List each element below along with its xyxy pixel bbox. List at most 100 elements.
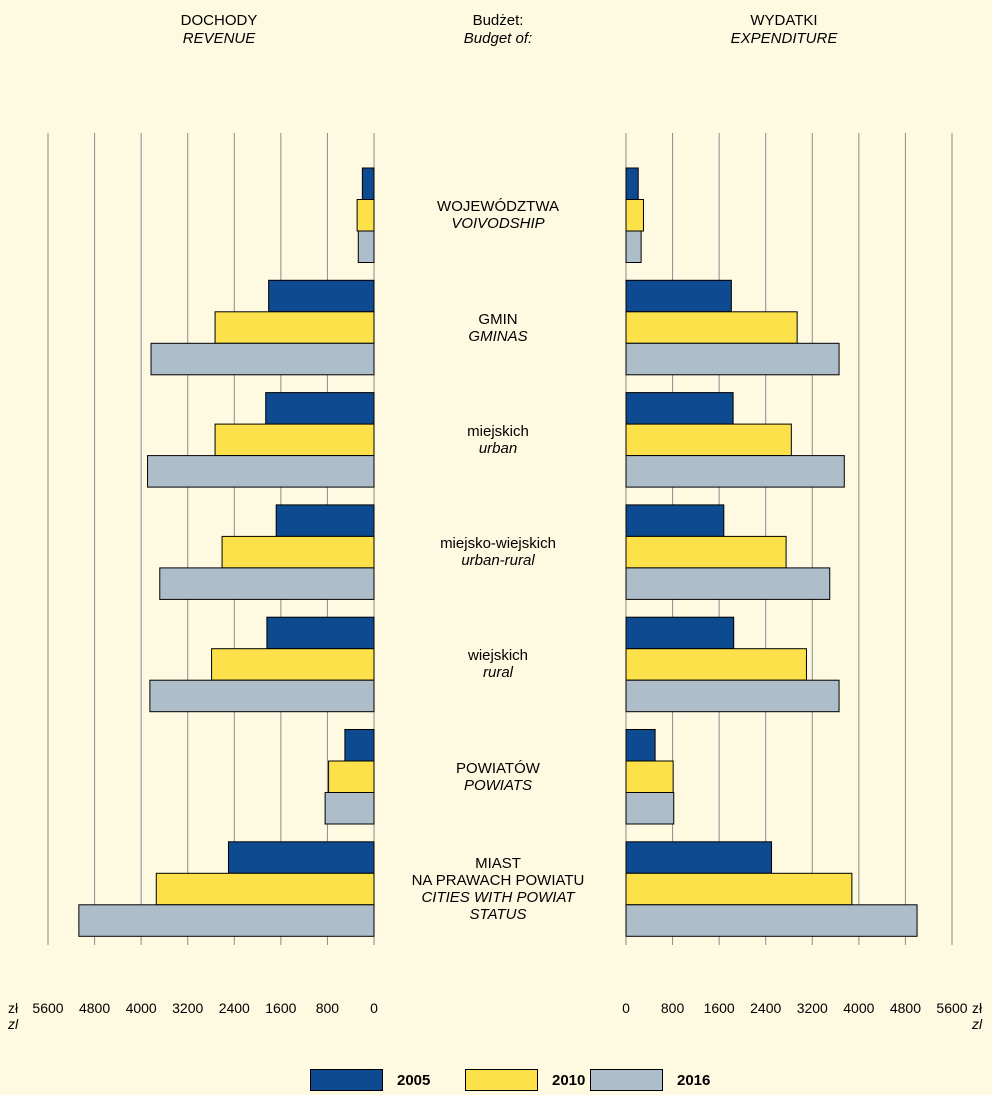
revenue-bar-5-2016 <box>324 792 375 825</box>
revenue-bar-3-2005 <box>275 504 375 537</box>
category-label-pl-2: miejskich <box>467 422 529 440</box>
expenditure-bar-4-2010 <box>625 648 807 681</box>
expenditure-bar-6-2016 <box>625 904 918 937</box>
legend-swatch-2005 <box>310 1069 383 1091</box>
x-tick-label-right-3200: 3200 <box>797 1000 828 1016</box>
revenue-bar-0-2016 <box>357 230 375 263</box>
expenditure-bar-5-2005 <box>625 729 656 762</box>
category-label-en-2: urban <box>478 439 518 457</box>
revenue-bar-6-2016 <box>78 904 375 937</box>
x-tick-label-left-4000: 4000 <box>126 1000 157 1016</box>
expenditure-bar-2-2005 <box>625 392 734 425</box>
legend-item-2005: 2005 <box>310 1067 430 1093</box>
expenditure-bar-2-2010 <box>625 423 792 457</box>
x-tick-label-left-5600: 5600 <box>32 1000 63 1016</box>
revenue-bar-5-2005 <box>344 729 375 762</box>
revenue-bar-1-2010 <box>214 311 375 344</box>
right-unit-label: zł zl <box>972 1000 982 1032</box>
legend: 2005 2010 2016 <box>0 1067 992 1093</box>
left-unit-label: zł zl <box>8 1000 18 1032</box>
x-tick-label-right-0: 0 <box>622 1000 630 1016</box>
category-label-pl-1: GMIN <box>478 310 518 328</box>
right-unit-pl: zł <box>972 1000 983 1016</box>
legend-label-2016: 2016 <box>677 1071 711 1089</box>
revenue-header-pl: DOCHODY <box>180 12 258 29</box>
expenditure-bar-3-2016 <box>625 567 831 600</box>
legend-swatch-2016 <box>590 1069 663 1091</box>
budget-header-pl: Budżet: <box>472 12 524 29</box>
revenue-bar-1-2005 <box>268 279 375 313</box>
x-tick-label-left-2400: 2400 <box>219 1000 250 1016</box>
expenditure-bar-6-2010 <box>625 872 853 906</box>
revenue-bar-2-2005 <box>265 392 375 425</box>
revenue-header-en: REVENUE <box>182 30 256 47</box>
expenditure-bar-6-2005 <box>625 841 773 874</box>
revenue-bar-4-2016 <box>149 679 375 713</box>
expenditure-bar-1-2005 <box>625 279 732 313</box>
expenditure-bar-5-2010 <box>625 760 674 793</box>
revenue-bar-0-2005 <box>361 167 375 200</box>
x-tick-label-right-800: 800 <box>661 1000 685 1016</box>
category-label-en-3: urban-rural <box>461 552 535 570</box>
expenditure-bar-0-2016 <box>625 230 642 263</box>
legend-item-2016: 2016 <box>590 1067 710 1093</box>
category-label-en-1: GMINAS <box>468 327 528 345</box>
tick-label-layer: 0 0 800 800 1600 1600 2400 2400 3200 3200 4000 4000… <box>32 1000 967 1016</box>
x-tick-label-right-2400: 2400 <box>750 1000 781 1016</box>
legend-label-2005: 2005 <box>397 1071 431 1089</box>
x-tick-label-left-3200: 3200 <box>172 1000 203 1016</box>
x-tick-label-right-4000: 4000 <box>843 1000 874 1016</box>
category-label-pl-3: miejsko-wiejskich <box>440 535 556 553</box>
expenditure-bar-3-2010 <box>625 535 787 569</box>
revenue-bar-5-2010 <box>328 760 375 793</box>
category-label-5: POWIATÓW POWIATS <box>378 760 618 794</box>
legend-label-2010: 2010 <box>552 1071 586 1089</box>
category-label-pl-6: MIAST NA PRAWACH POWIATU <box>411 855 585 890</box>
right-unit-en: zl <box>972 1016 983 1032</box>
expenditure-bar-1-2016 <box>625 342 840 376</box>
category-label-en-6: CITIES WITH POWIAT STATUS <box>421 889 575 924</box>
expenditure-bar-1-2010 <box>625 311 798 344</box>
left-unit-pl: zł <box>8 1000 19 1016</box>
category-label-2: miejskich urban <box>378 423 618 457</box>
x-tick-label-right-1600: 1600 <box>704 1000 735 1016</box>
budget-header: Budżet: Budget of: <box>408 12 588 48</box>
category-label-0: WOJEWÓDZTWA VOIVODSHIP <box>378 198 618 232</box>
category-label-pl-5: POWIATÓW <box>456 759 540 777</box>
x-tick-label-left-1600: 1600 <box>265 1000 296 1016</box>
revenue-bar-4-2005 <box>266 616 375 650</box>
expenditure-bar-4-2016 <box>625 679 840 713</box>
category-label-6: MIAST NA PRAWACH POWIATU CITIES WITH POWI… <box>378 855 618 923</box>
revenue-bar-2-2016 <box>147 455 375 488</box>
x-tick-label-right-5600: 5600 <box>936 1000 967 1016</box>
category-label-pl-0: WOJEWÓDZTWA <box>437 198 559 216</box>
revenue-bar-6-2005 <box>227 841 375 874</box>
revenue-bar-2-2010 <box>214 423 375 457</box>
expenditure-bar-0-2010 <box>625 199 644 232</box>
revenue-bar-1-2016 <box>150 342 375 376</box>
legend-swatch-2010 <box>465 1069 538 1091</box>
expenditure-header-en: EXPENDITURE <box>730 30 838 47</box>
category-label-1: GMIN GMINAS <box>378 311 618 345</box>
expenditure-bar-0-2005 <box>625 167 639 200</box>
legend-item-2010: 2010 <box>465 1067 585 1093</box>
expenditure-header-pl: WYDATKI <box>750 12 818 29</box>
x-tick-label-left-800: 800 <box>316 1000 340 1016</box>
category-label-en-5: POWIATS <box>463 776 533 794</box>
revenue-bar-3-2016 <box>159 567 375 600</box>
x-tick-label-left-0: 0 <box>370 1000 378 1016</box>
expenditure-bar-5-2016 <box>625 792 675 825</box>
category-label-pl-4: wiejskich <box>467 647 528 665</box>
revenue-bar-0-2010 <box>356 199 375 232</box>
revenue-bar-6-2010 <box>155 872 375 906</box>
expenditure-bar-4-2005 <box>625 616 735 650</box>
revenue-bar-3-2010 <box>221 535 375 569</box>
x-tick-label-left-4800: 4800 <box>79 1000 110 1016</box>
category-label-en-4: rural <box>482 664 513 682</box>
expenditure-header: WYDATKI EXPENDITURE <box>694 12 874 48</box>
revenue-bar-4-2010 <box>211 648 375 681</box>
category-label-4: wiejskich rural <box>378 647 618 681</box>
category-label-en-0: VOIVODSHIP <box>451 215 545 233</box>
x-tick-label-right-4800: 4800 <box>890 1000 921 1016</box>
